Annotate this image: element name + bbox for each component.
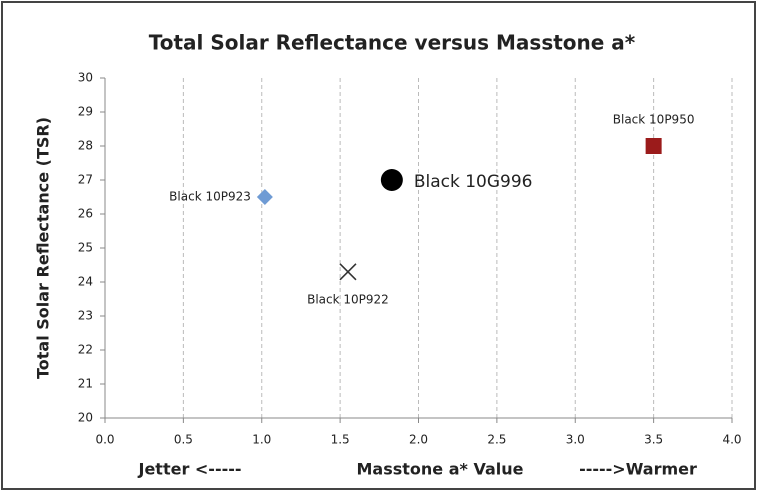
x-axis-label-right: ----->Warmer	[579, 460, 697, 479]
x-tick-label: 1.5	[331, 433, 350, 447]
point-label: Black 10P922	[307, 292, 389, 306]
y-tick-label: 25	[78, 241, 93, 255]
chart-title: Total Solar Reflectance versus Masstone …	[149, 31, 636, 55]
y-tick-label: 26	[78, 207, 93, 221]
point	[645, 138, 662, 154]
x-tick-label: 4.0	[722, 433, 741, 447]
x-tick-label: 2.5	[487, 433, 506, 447]
y-tick-label: 30	[78, 71, 93, 85]
y-tick-label: 28	[78, 139, 93, 153]
y-tick-label: 29	[78, 105, 93, 119]
x-tick-label: 0.0	[95, 433, 114, 447]
x-axis-label: Masstone a* Value	[357, 460, 524, 479]
point-label: Black 10G996	[414, 172, 533, 192]
y-tick-label: 23	[78, 309, 93, 323]
point-label: Black 10P950	[613, 113, 695, 127]
point-label: Black 10P923	[169, 190, 251, 204]
y-tick-label: 24	[78, 275, 93, 289]
y-tick-label: 22	[78, 343, 93, 357]
y-tick-label: 21	[78, 377, 93, 391]
y-tick-label: 20	[78, 411, 93, 425]
y-tick-label: 27	[78, 173, 93, 187]
point	[339, 263, 357, 281]
x-tick-label: 3.5	[644, 433, 663, 447]
point	[256, 189, 273, 205]
x-tick-label: 2.0	[409, 433, 428, 447]
point	[380, 169, 403, 191]
x-tick-label: 0.5	[174, 433, 193, 447]
x-tick-label: 1.0	[252, 433, 271, 447]
y-axis-label: Total Solar Reflectance (TSR)	[34, 117, 53, 379]
x-axis-label-left: Jetter <-----	[137, 460, 241, 479]
x-tick-label: 3.0	[566, 433, 585, 447]
